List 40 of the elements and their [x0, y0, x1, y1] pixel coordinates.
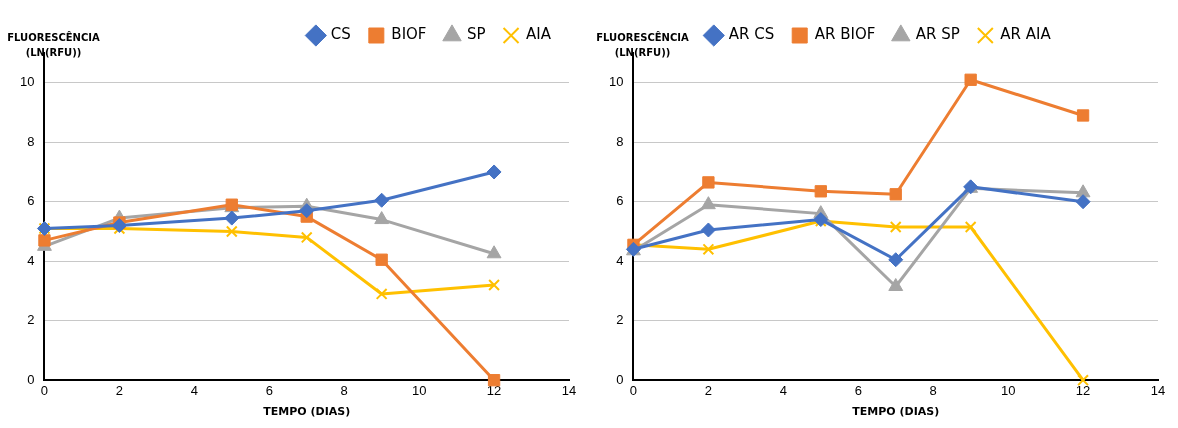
y-axis-title: FLUORESCÊNCIA (LN(RFU))	[6, 30, 101, 60]
y-tick-label: 4	[27, 252, 35, 268]
x-tick-label: 14	[561, 382, 577, 398]
legend-label: AR SP	[915, 25, 960, 44]
legend-label: SP	[466, 25, 486, 44]
x-axis-title: TEMPO (DIAS)	[852, 405, 940, 419]
legend-label: AR AIA	[1000, 25, 1052, 44]
y-tick-label: 10	[19, 74, 35, 90]
x-tick-label: 8	[340, 382, 348, 398]
x-tick-label: 10	[411, 382, 427, 398]
x-tick-label: 12	[1075, 382, 1091, 398]
x-tick-label: 6	[854, 382, 862, 398]
x-tick-label: 6	[265, 382, 273, 398]
y-tick-label: 8	[27, 133, 35, 149]
x-tick-label: 2	[115, 382, 124, 398]
y-tick-label: 6	[616, 193, 624, 209]
legend-label: BIOF	[391, 25, 427, 44]
y-tick-label: 6	[27, 193, 35, 209]
x-tick-label: 2	[704, 382, 713, 398]
x-tick-label: 8	[929, 382, 937, 398]
y-axis-title: FLUORESCÊNCIA (LN(RFU))	[595, 30, 690, 60]
x-tick-label: 14	[1150, 382, 1166, 398]
y-tick-label: 2	[27, 312, 35, 328]
x-tick-label: 12	[486, 382, 502, 398]
y-tick-label: 0	[27, 371, 35, 387]
x-tick-label: 0	[40, 382, 49, 398]
legend-label: AR CS	[728, 25, 775, 44]
x-tick-label: 10	[1000, 382, 1016, 398]
y-tick-label: 0	[616, 371, 624, 387]
y-tick-label: 2	[616, 312, 624, 328]
legend-label: CS	[330, 25, 351, 44]
y-tick-label: 10	[608, 74, 624, 90]
x-tick-label: 4	[779, 382, 787, 398]
legend-label: AIA	[526, 25, 552, 44]
legend-label: AR BIOF	[814, 25, 876, 44]
y-tick-label: 8	[616, 133, 624, 149]
x-axis-title: TEMPO (DIAS)	[263, 405, 351, 419]
x-tick-label: 0	[629, 382, 638, 398]
x-tick-label: 4	[190, 382, 198, 398]
y-tick-label: 4	[616, 252, 624, 268]
